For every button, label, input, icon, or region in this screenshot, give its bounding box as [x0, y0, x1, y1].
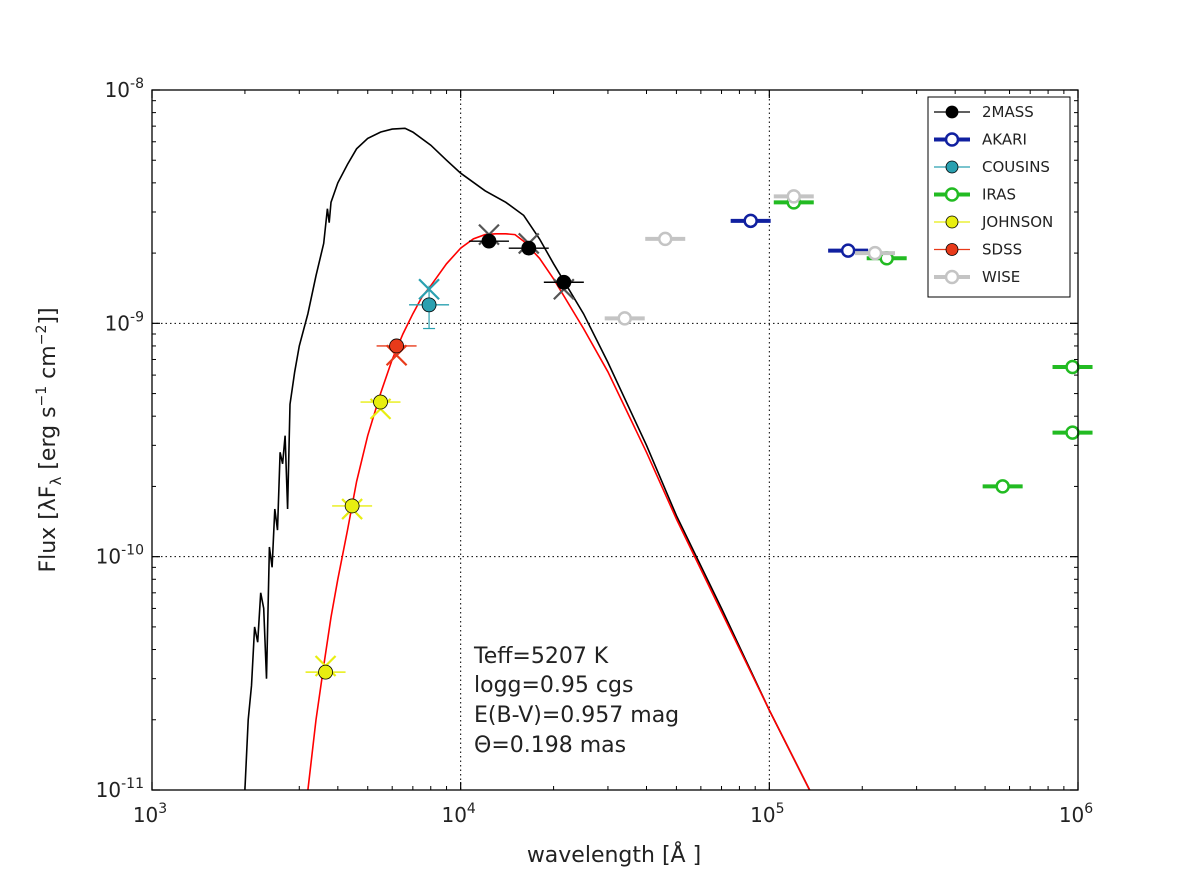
wise-marker — [657, 231, 673, 247]
legend-marker — [944, 187, 960, 202]
2mass-marker — [556, 274, 572, 290]
wise-point — [604, 311, 645, 326]
annotation-logg: logg=0.95 cgs — [474, 673, 633, 698]
x-tick-label: 103 — [133, 801, 167, 827]
legend-label: 2MASS — [982, 103, 1034, 121]
y-tick-label: 10-10 — [96, 543, 144, 569]
iras-marker — [1065, 359, 1080, 375]
akari-marker — [743, 213, 758, 229]
y-label-sup1: −1 — [34, 386, 50, 407]
iras-point — [1052, 425, 1093, 440]
johnson-marker — [318, 664, 333, 680]
johnson-point — [305, 664, 346, 680]
akari-point — [828, 243, 869, 258]
iras-marker — [1065, 425, 1080, 440]
legend-label: COUSINS — [982, 158, 1050, 176]
sdss-point — [376, 338, 417, 354]
legend-label: SDSS — [982, 241, 1022, 259]
2mass-point — [508, 240, 549, 256]
y-label-end: ]] — [36, 307, 61, 324]
wise-marker — [786, 189, 802, 204]
reddened-model-curve — [307, 233, 811, 791]
axis-ticks: 103 104 105 106 10-11 10-10 10-9 10-8 — [96, 76, 1094, 827]
annotation-teff: Teff=5207 K — [473, 644, 609, 669]
wise-point — [855, 245, 896, 261]
legend-item-cousins: COUSINS — [934, 158, 1050, 176]
y-label-sup2: −2 — [34, 325, 50, 346]
johnson-marker — [344, 498, 360, 514]
legend-item-akari: AKARI — [934, 131, 1027, 149]
iras-point — [982, 479, 1023, 494]
iras-point — [1052, 359, 1093, 375]
wise-point — [645, 231, 686, 247]
plot-frame — [151, 89, 1079, 791]
legend-marker — [944, 269, 960, 285]
wise-marker — [617, 311, 632, 326]
johnson-point — [360, 394, 401, 410]
y-label-rest: [erg s — [36, 406, 61, 476]
legend-item-iras: IRAS — [934, 186, 1016, 204]
legend-label: AKARI — [982, 131, 1027, 149]
legend-label: IRAS — [982, 186, 1016, 204]
legend: 2MASS AKARI COUSINS IRAS JOHNSON SDSS WISE — [927, 96, 1071, 298]
legend-marker — [945, 215, 959, 229]
johnson-marker — [373, 394, 388, 410]
legend-marker — [945, 243, 959, 256]
grid-lines — [152, 90, 1078, 790]
legend-box — [927, 96, 1071, 298]
legend-marker — [945, 105, 959, 119]
legend-marker — [945, 160, 959, 174]
cousins-point — [409, 285, 450, 330]
wise-marker — [867, 245, 883, 261]
x-tick-label: 106 — [1059, 801, 1093, 827]
x-axis-label: wavelength [Å ] — [527, 841, 701, 868]
unreddened-model-curve — [244, 127, 811, 791]
legend-item-sdss: SDSS — [934, 241, 1022, 259]
model-curves — [244, 127, 811, 791]
2mass-marker — [481, 233, 497, 249]
legend-label: WISE — [982, 268, 1020, 286]
x-tick-label: 104 — [441, 801, 475, 827]
x-tick-label: 105 — [750, 801, 784, 827]
iras-marker — [995, 479, 1010, 494]
2mass-marker — [521, 240, 537, 256]
2mass-point — [543, 274, 584, 290]
cousins-marker — [421, 297, 437, 313]
annotation-ebv: E(B-V)=0.957 mag — [474, 703, 679, 728]
wise-point — [773, 189, 814, 204]
legend-marker — [944, 132, 960, 147]
sdss-marker — [389, 338, 404, 354]
legend-item-wise: WISE — [934, 268, 1020, 286]
y-tick-label: 10-9 — [105, 309, 144, 335]
akari-marker — [840, 243, 856, 258]
y-tick-label: 10-8 — [105, 76, 144, 102]
johnson-point — [332, 498, 373, 514]
y-label-sub: λ — [47, 477, 65, 486]
legend-item-2mass: 2MASS — [934, 103, 1034, 121]
akari-point — [730, 213, 771, 229]
legend-item-johnson: JOHNSON — [934, 213, 1053, 231]
y-label-main: Flux [λF — [36, 486, 61, 573]
y-label-mid: cm — [36, 345, 61, 386]
annotation-block: Teff=5207 K logg=0.95 cgs E(B-V)=0.957 m… — [473, 644, 679, 758]
annotation-theta: Θ=0.198 mas — [474, 733, 626, 758]
y-tick-label: 10-11 — [96, 776, 144, 802]
y-axis-label: Flux [λFλ [erg s−1 cm−2]] — [34, 307, 65, 572]
legend-label: JOHNSON — [981, 213, 1053, 231]
photometry-points — [305, 189, 1093, 680]
2mass-point — [468, 233, 509, 249]
